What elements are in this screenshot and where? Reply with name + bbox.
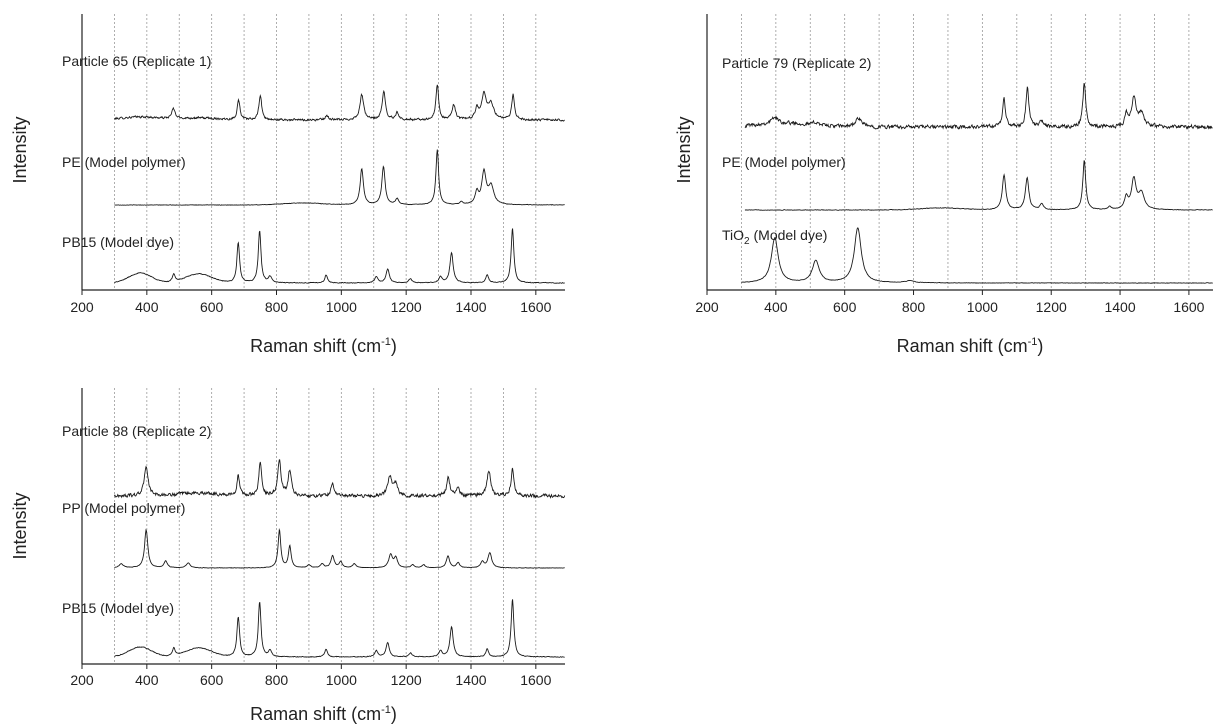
series-label-1: Particle 79 (Replicate 2) [722, 55, 871, 71]
x-tick-label-600: 600 [200, 299, 224, 315]
chart-a-svg: 200 400 600 800 1000 1200 1400 1600 Intensity Ram… [10, 14, 565, 356]
series-label-3: TiO2 (Model dye) [722, 227, 827, 247]
x-tick-label-400: 400 [135, 672, 159, 688]
x-tick-label-200: 200 [695, 299, 719, 315]
series-line-2 [114, 528, 565, 569]
series-label-2: PE (Model polymer) [722, 154, 846, 170]
x-tick-label-1000: 1000 [326, 672, 357, 688]
series-label-1: Particle 65 (Replicate 1) [62, 53, 211, 69]
x-tick-label-200: 200 [70, 299, 94, 315]
x-tick-label-1200: 1200 [391, 299, 422, 315]
y-axis-title: Intensity [10, 492, 30, 559]
x-tick-label-1400: 1400 [455, 299, 486, 315]
chart-panel-b: 200 400 600 800 1000 1200 1400 1600 Intensity Ram… [606, 0, 1213, 370]
y-axis-title: Intensity [674, 116, 694, 183]
series-line-1 [744, 82, 1213, 130]
series-label-2: PE (Model polymer) [62, 154, 186, 170]
x-tick-label-1200: 1200 [1036, 299, 1067, 315]
y-axis-title: Intensity [10, 116, 30, 183]
chart-c-svg: 200 400 600 800 1000 1200 1400 1600 Intensity Ram… [10, 388, 566, 724]
series-line-3 [114, 599, 565, 658]
x-tick-label-1200: 1200 [391, 672, 422, 688]
chart-panel-a: 200 400 600 800 1000 1200 1400 1600 Intensity Ram… [0, 0, 600, 370]
x-tick-label-1600: 1600 [520, 299, 551, 315]
x-tick-label-1400: 1400 [1104, 299, 1135, 315]
x-tick-label-1000: 1000 [967, 299, 998, 315]
x-tick-label-800: 800 [265, 672, 289, 688]
series-label-2: PP (Model polymer) [62, 500, 185, 516]
chart-panel-c: 200 400 600 800 1000 1200 1400 1600 Intensity Ram… [0, 374, 600, 726]
series-line-2 [744, 160, 1213, 211]
x-tick-label-600: 600 [833, 299, 857, 315]
x-tick-label-1600: 1600 [1173, 299, 1204, 315]
series-line-3 [741, 227, 1213, 284]
x-axis-title: Raman shift (cm-1) [250, 704, 397, 724]
series-line-1 [114, 459, 566, 499]
x-tick-label-800: 800 [265, 299, 289, 315]
x-tick-label-800: 800 [902, 299, 926, 315]
series-line-3 [114, 228, 565, 284]
series-label-3: PB15 (Model dye) [62, 234, 174, 250]
series-label-3: PB15 (Model dye) [62, 600, 174, 616]
series-label-1: Particle 88 (Replicate 2) [62, 423, 211, 439]
x-tick-label-400: 400 [764, 299, 788, 315]
series-line-2 [114, 149, 565, 206]
x-axis-title: Raman shift (cm-1) [897, 336, 1044, 356]
chart-b-svg: 200 400 600 800 1000 1200 1400 1600 Intensity Ram… [674, 14, 1213, 356]
x-tick-label-600: 600 [200, 672, 224, 688]
x-tick-label-1400: 1400 [455, 672, 486, 688]
x-tick-label-1600: 1600 [520, 672, 551, 688]
x-axis-title: Raman shift (cm-1) [250, 336, 397, 356]
x-tick-label-400: 400 [135, 299, 159, 315]
x-tick-label-1000: 1000 [326, 299, 357, 315]
x-tick-label-200: 200 [70, 672, 94, 688]
series-line-1 [114, 84, 565, 122]
